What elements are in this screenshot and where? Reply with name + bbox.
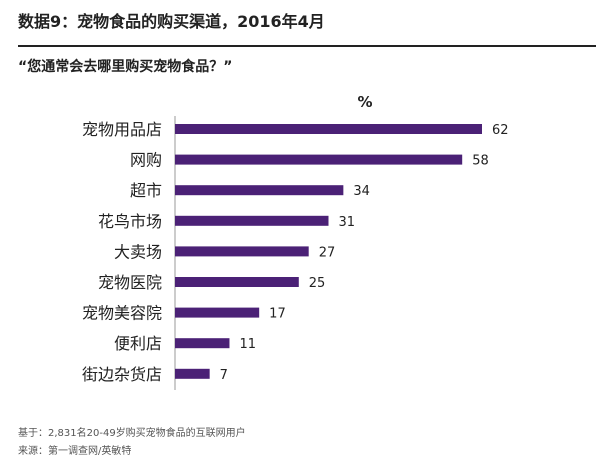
value-label: 11 (239, 337, 256, 352)
value-label: 34 (353, 184, 370, 199)
title-divider (18, 45, 596, 47)
category-label: 街边杂货店 (82, 365, 162, 384)
category-label: 宠物医院 (98, 273, 162, 292)
bar (175, 246, 309, 257)
category-label: 宠物美容院 (82, 304, 162, 323)
bar (175, 215, 329, 226)
category-label: 便利店 (114, 334, 162, 353)
bar (175, 185, 344, 196)
value-label: 25 (309, 276, 326, 291)
value-label: 31 (339, 215, 356, 230)
category-label: 花鸟市场 (98, 212, 162, 231)
bar (175, 338, 230, 349)
unit-label: % (357, 93, 372, 111)
category-label: 网购 (130, 151, 162, 170)
value-label: 58 (472, 154, 489, 169)
value-label: 17 (269, 307, 286, 322)
value-label: 27 (319, 245, 336, 260)
chart-title: 数据9：宠物食品的购买渠道，2016年4月 (18, 12, 325, 31)
bar (175, 368, 210, 379)
chart-subtitle: “您通常会去哪里购买宠物食品？” (18, 59, 233, 75)
bar (175, 154, 463, 165)
category-label: 超市 (130, 181, 162, 200)
bar (175, 277, 299, 287)
footer-base-note: 基于：2,831名20-49岁购买宠物食品的互联网用户 (18, 428, 246, 439)
category-label: 大卖场 (114, 242, 162, 261)
value-label: 7 (220, 368, 228, 383)
value-label: 62 (492, 123, 509, 138)
footer-source: 来源：第一调查网/英敏特 (18, 446, 132, 457)
bar (175, 124, 482, 134)
category-label: 宠物用品店 (82, 120, 162, 139)
bar (175, 307, 260, 318)
